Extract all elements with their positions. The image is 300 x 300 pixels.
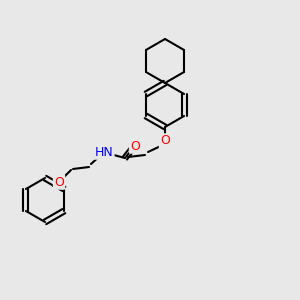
Text: O: O — [130, 140, 140, 152]
Text: O: O — [160, 134, 170, 148]
Text: O: O — [54, 176, 64, 188]
Text: HN: HN — [94, 146, 113, 158]
